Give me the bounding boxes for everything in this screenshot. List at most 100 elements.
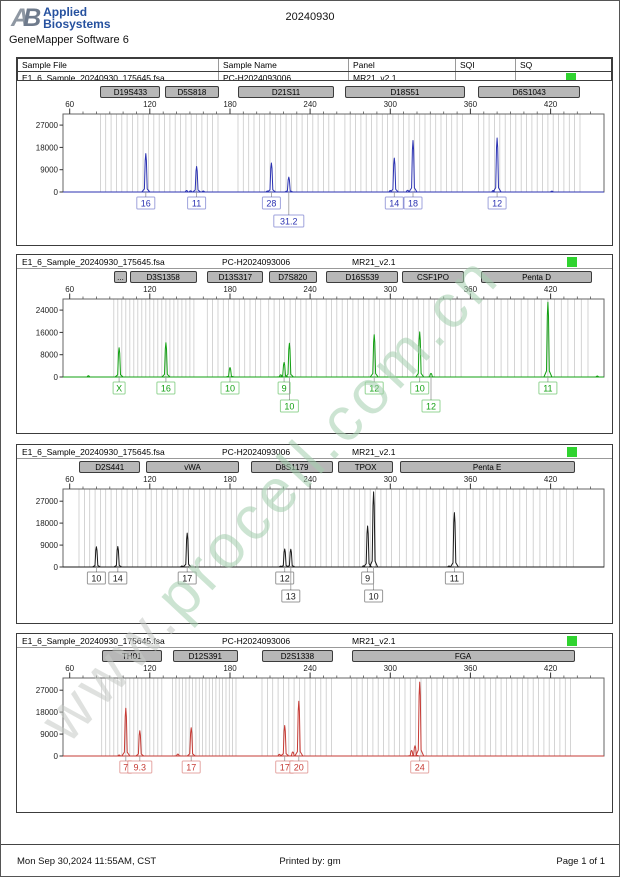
peak-trace (280, 725, 290, 757)
x-axis-tick-label: 360 (464, 285, 478, 294)
locus-label[interactable]: TPOX (338, 461, 393, 473)
footer-page-number: Page 1 of 1 (556, 856, 605, 867)
allele-label[interactable]: 12 (487, 196, 507, 210)
allele-label[interactable]: 14 (384, 196, 404, 210)
bin-lines (113, 299, 589, 377)
col-sample-name: Sample Name (218, 59, 348, 71)
dye-trace (63, 491, 604, 568)
peak-trace (284, 176, 294, 193)
locus-label[interactable]: D6S1043 (478, 86, 580, 98)
locus-label[interactable]: D7S820 (268, 271, 317, 283)
y-axis-tick-label: 0 (54, 188, 59, 197)
allele-label[interactable]: 11 (444, 571, 464, 585)
allele-label[interactable]: 12 (364, 381, 384, 395)
allele-label[interactable]: 9 (277, 381, 291, 395)
locus-label[interactable]: D2S1338 (262, 650, 333, 662)
y-axis-tick-label: 9000 (40, 541, 58, 550)
loci-row: TH01 D12S391 D2S1338 FGA (17, 648, 612, 664)
peak-trace (547, 190, 556, 193)
y-axis-tick-label: 18000 (36, 143, 59, 152)
locus-label[interactable]: D8S1179 (251, 461, 333, 473)
svg-text:14: 14 (389, 199, 399, 209)
x-axis-tick-label: 240 (303, 100, 317, 109)
locus-label[interactable]: D2S441 (79, 461, 141, 473)
sample-name: PC-H2024093006 (222, 446, 291, 457)
allele-label[interactable]: 11 (538, 381, 558, 395)
allele-label[interactable]: 28 (261, 196, 281, 210)
electropherogram-chart: 60 120 180 240 300 360 420 0 8000 16000 24000 X 16 10… (36, 285, 605, 413)
svg-text:31.2: 31.2 (280, 217, 298, 227)
electropherogram-panel-blue: D19S433 D5S818 D21S11 D18S51 D6S1043 60 120 180… (16, 80, 613, 246)
peak-trace (276, 565, 285, 568)
allele-label[interactable]: 12 (275, 571, 295, 585)
sample-row[interactable]: E1_6_Sample_20240930_175645.fsa PC-H20240… (17, 255, 612, 269)
svg-text:11: 11 (543, 384, 552, 394)
col-sqi: SQI (455, 59, 515, 71)
allele-label[interactable]: 9.3 (127, 760, 153, 774)
locus-label[interactable]: ... (113, 271, 128, 283)
locus-label[interactable]: Penta E (399, 461, 575, 473)
allele-label[interactable]: 12 (421, 399, 441, 413)
peak-trace (192, 166, 201, 193)
locus-label[interactable]: D16S539 (326, 271, 399, 283)
x-axis-tick-label: 180 (223, 285, 237, 294)
svg-text:10: 10 (369, 592, 379, 602)
allele-label[interactable]: 10 (86, 571, 106, 585)
peak-trace (449, 512, 459, 568)
allele-label[interactable]: 17 (181, 760, 201, 774)
locus-label[interactable]: D13S317 (207, 271, 264, 283)
cell-sample-file: E1_6_Sample_20240930_175645.fsa (22, 73, 165, 83)
svg-text:13: 13 (286, 592, 296, 602)
svg-text:7: 7 (123, 763, 128, 773)
peak-trace (369, 491, 379, 568)
allele-label[interactable]: 20 (289, 760, 309, 774)
y-axis: 0 9000 18000 27000 (36, 121, 63, 197)
locus-label[interactable]: FGA (351, 650, 575, 662)
allele-label[interactable]: 10 (220, 381, 240, 395)
locus-label[interactable]: D21S11 (238, 86, 335, 98)
table-row[interactable]: E1_6_Sample_20240930_175645.fsa PC-H2024… (18, 72, 611, 83)
locus-label[interactable]: CSF1PO (402, 271, 464, 283)
allele-label[interactable]: 16 (156, 381, 176, 395)
locus-label[interactable]: D18S51 (344, 86, 466, 98)
allele-label[interactable]: 16 (136, 196, 156, 210)
x-axis: 60 120 180 240 300 360 420 (65, 285, 591, 299)
svg-text:24: 24 (415, 763, 425, 773)
allele-label[interactable]: X (112, 381, 126, 395)
sample-row[interactable]: E1_6_Sample_20240930_175645.fsa PC-H20240… (17, 445, 612, 459)
locus-label[interactable]: D12S391 (172, 650, 238, 662)
applied-biosystems-logo: AB Applied Biosystems (11, 6, 111, 31)
y-axis-tick-label: 9000 (40, 730, 58, 739)
allele-label[interactable]: 10 (364, 589, 384, 603)
allele-label[interactable]: 18 (403, 196, 423, 210)
y-axis-tick-label: 8000 (40, 351, 58, 360)
allele-label[interactable]: 31.2 (273, 214, 305, 228)
locus-label[interactable]: D5S818 (164, 86, 220, 98)
x-axis: 60 120 180 240 300 360 420 (65, 664, 591, 678)
x-axis-tick-label: 240 (303, 285, 317, 294)
locus-label[interactable]: vWA (145, 461, 240, 473)
allele-label[interactable]: 14 (108, 571, 128, 585)
footer-datetime: Mon Sep 30,2024 11:55AM, CST (17, 856, 157, 867)
allele-label[interactable]: 17 (177, 571, 197, 585)
loci-row: D2S441 vWA D8S1179 TPOX Penta E (17, 459, 612, 475)
peak-trace (182, 532, 192, 568)
allele-label[interactable]: 10 (279, 399, 299, 413)
locus-label[interactable]: TH01 (101, 650, 162, 662)
allele-label[interactable]: 13 (281, 589, 301, 603)
peak-trace (286, 548, 296, 568)
allele-label[interactable]: 10 (410, 381, 430, 395)
allele-label[interactable]: 24 (410, 760, 430, 774)
x-axis-tick-label: 420 (544, 285, 558, 294)
sample-row[interactable]: E1_6_Sample_20240930_175645.fsa PC-H20240… (17, 634, 612, 648)
electropherogram-panel-black: E1_6_Sample_20240930_175645.fsa PC-H20240… (16, 444, 613, 624)
x-axis-tick-label: 180 (223, 475, 237, 484)
logo-line-applied: Applied (43, 5, 88, 19)
locus-label[interactable]: D3S1358 (129, 271, 197, 283)
locus-label[interactable]: Penta D (481, 271, 592, 283)
allele-label[interactable]: 9 (361, 571, 375, 585)
locus-label[interactable]: D19S433 (100, 86, 161, 98)
allele-label[interactable]: 11 (187, 196, 207, 210)
x-axis-tick-label: 420 (544, 475, 558, 484)
footer-printed-by: Printed by: gm (279, 856, 341, 867)
